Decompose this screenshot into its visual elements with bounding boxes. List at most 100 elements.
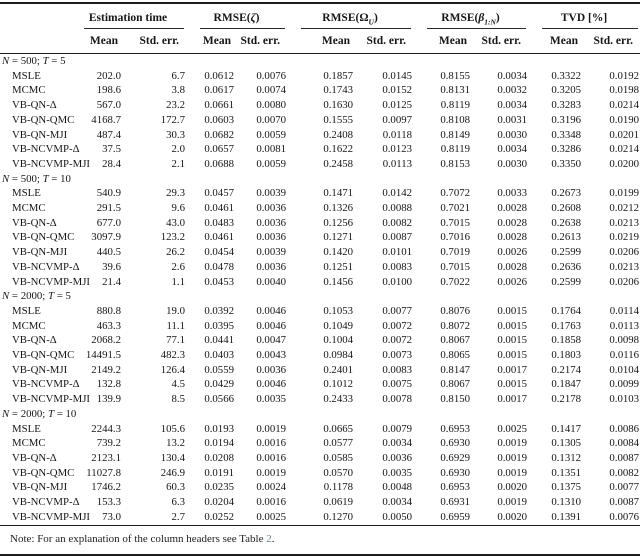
value-cell: 29.3: [166, 187, 186, 200]
value-cell: 3.8: [171, 84, 186, 97]
table-note: Note: For an explanation of the column h…: [0, 524, 640, 556]
value-cell: 440.5: [96, 246, 121, 259]
value-cell: 463.3: [96, 319, 121, 332]
value-cell: 2123.1: [91, 451, 121, 464]
value-cell: 0.0123: [382, 143, 413, 156]
table-row: MSLE 880.8 19.0 0.0392 0.0046 0.1053 0.0077 0.8…: [0, 304, 640, 319]
value-cell: 482.3: [160, 349, 186, 362]
value-cell: 0.3196: [551, 113, 582, 126]
header-std-err: Std. err.: [122, 30, 187, 54]
value-cell: 0.0024: [256, 481, 287, 494]
value-cell: 0.0077: [609, 481, 640, 494]
header-mean: Mean: [186, 30, 236, 54]
value-cell: 0.1857: [323, 69, 354, 82]
value-cell: 0.0081: [256, 143, 287, 156]
value-cell: 0.0577: [323, 437, 354, 450]
value-cell: 0.0036: [382, 451, 413, 464]
table-row: VB-QN-QMC 4168.7 172.7 0.0603 0.0070 0.1555 0.…: [0, 113, 640, 128]
method-label: MSLE: [12, 304, 41, 317]
value-cell: 0.0206: [609, 275, 640, 288]
value-cell: 0.2613: [551, 231, 582, 244]
value-cell: 0.1270: [323, 510, 354, 523]
value-cell: 0.3348: [551, 128, 582, 141]
method-label: MCMC: [12, 84, 46, 97]
value-cell: 0.0984: [323, 349, 354, 362]
value-cell: 0.1312: [551, 451, 582, 464]
method-label: VB-NCVMP-MJI: [12, 157, 90, 170]
table-row: VB-QN-Δ 2068.2 77.1 0.0441 0.0047 0.1004 0.007…: [0, 333, 640, 348]
value-cell: 11.1: [166, 319, 186, 332]
value-cell: 0.0070: [256, 113, 287, 126]
value-cell: 0.0570: [323, 466, 354, 479]
value-cell: 0.0190: [609, 113, 640, 126]
section-label: N = 2000; T = 10: [2, 407, 77, 420]
value-cell: 0.1178: [323, 481, 354, 494]
value-cell: 126.4: [160, 363, 186, 376]
value-cell: 0.1420: [323, 246, 354, 259]
note-text: Note: For an explanation of the column h…: [10, 532, 267, 545]
value-cell: 0.0025: [497, 422, 528, 435]
section-label: N = 500; T = 10: [2, 172, 71, 185]
value-cell: 0.0016: [256, 451, 287, 464]
value-cell: 0.0039: [256, 246, 287, 259]
method-label: VB-NCVMP-MJI: [12, 393, 90, 406]
header-std-err: Std. err.: [235, 30, 288, 54]
value-cell: 0.0034: [497, 69, 528, 82]
value-cell: 60.3: [166, 481, 186, 494]
blank-cell: [0, 30, 70, 54]
value-cell: 0.0073: [382, 349, 413, 362]
method-label: VB-QN-QMC: [12, 349, 75, 362]
value-cell: 0.0082: [382, 216, 413, 229]
value-cell: 153.3: [96, 496, 121, 509]
col-group-label: RMSE(: [213, 11, 251, 24]
value-cell: 0.2178: [551, 393, 582, 406]
value-cell: 0.0113: [609, 319, 640, 332]
col-group-label: RMSE(: [441, 11, 479, 24]
value-cell: 0.7016: [440, 231, 471, 244]
value-cell: 0.0082: [609, 466, 640, 479]
value-cell: 9.6: [171, 202, 186, 215]
header-std-err: Std. err.: [354, 30, 414, 54]
value-cell: 0.0235: [204, 481, 235, 494]
value-cell: 21.4: [102, 275, 121, 288]
value-cell: 2149.2: [91, 363, 121, 376]
value-cell: 0.0072: [382, 334, 413, 347]
value-cell: 0.2599: [551, 275, 582, 288]
value-cell: 0.0116: [609, 349, 640, 362]
value-cell: 0.0114: [609, 304, 640, 317]
table2-link[interactable]: 2: [266, 532, 272, 545]
value-cell: 0.0125: [382, 99, 413, 112]
value-cell: 0.0036: [256, 260, 287, 273]
value-cell: 0.0395: [204, 319, 235, 332]
value-cell: 0.0201: [609, 128, 640, 141]
value-cell: 0.1622: [323, 143, 354, 156]
method-label: VB-QN-Δ: [12, 334, 57, 347]
value-cell: 0.0034: [382, 437, 413, 450]
section-header-row: N = 2000; T = 10: [0, 407, 640, 422]
value-cell: 0.0019: [497, 451, 528, 464]
value-cell: 0.8119: [440, 143, 471, 156]
value-cell: 0.6930: [440, 437, 471, 450]
value-cell: 0.0619: [323, 496, 354, 509]
table-row: VB-QN-MJI 487.4 30.3 0.0682 0.0059 0.2408 0.01…: [0, 128, 640, 143]
col-group-label: RMSE(Ω: [322, 11, 369, 24]
method-label: VB-QN-QMC: [12, 466, 75, 479]
value-cell: 0.0017: [497, 363, 528, 376]
value-cell: 0.1391: [551, 510, 582, 523]
value-cell: 0.2408: [323, 128, 354, 141]
method-label: MCMC: [12, 319, 46, 332]
method-label: VB-QN-QMC: [12, 113, 75, 126]
value-cell: 123.2: [160, 231, 186, 244]
value-cell: 0.0103: [609, 393, 640, 406]
value-cell: 0.0039: [256, 187, 287, 200]
value-cell: 0.0015: [497, 378, 528, 391]
value-cell: 0.0617: [204, 84, 235, 97]
table-row: VB-QN-QMC 3097.9 123.2 0.0461 0.0036 0.1271 0.…: [0, 230, 640, 245]
value-cell: 0.0104: [609, 363, 640, 376]
method-label: VB-QN-QMC: [12, 231, 75, 244]
table-row: VB-QN-MJI 440.5 26.2 0.0454 0.0039 0.1420 0.01…: [0, 245, 640, 260]
value-cell: 39.6: [102, 260, 121, 273]
value-cell: 0.0145: [382, 69, 413, 82]
value-cell: 0.0429: [204, 378, 235, 391]
section-header-row: N = 500; T = 5: [0, 54, 640, 69]
